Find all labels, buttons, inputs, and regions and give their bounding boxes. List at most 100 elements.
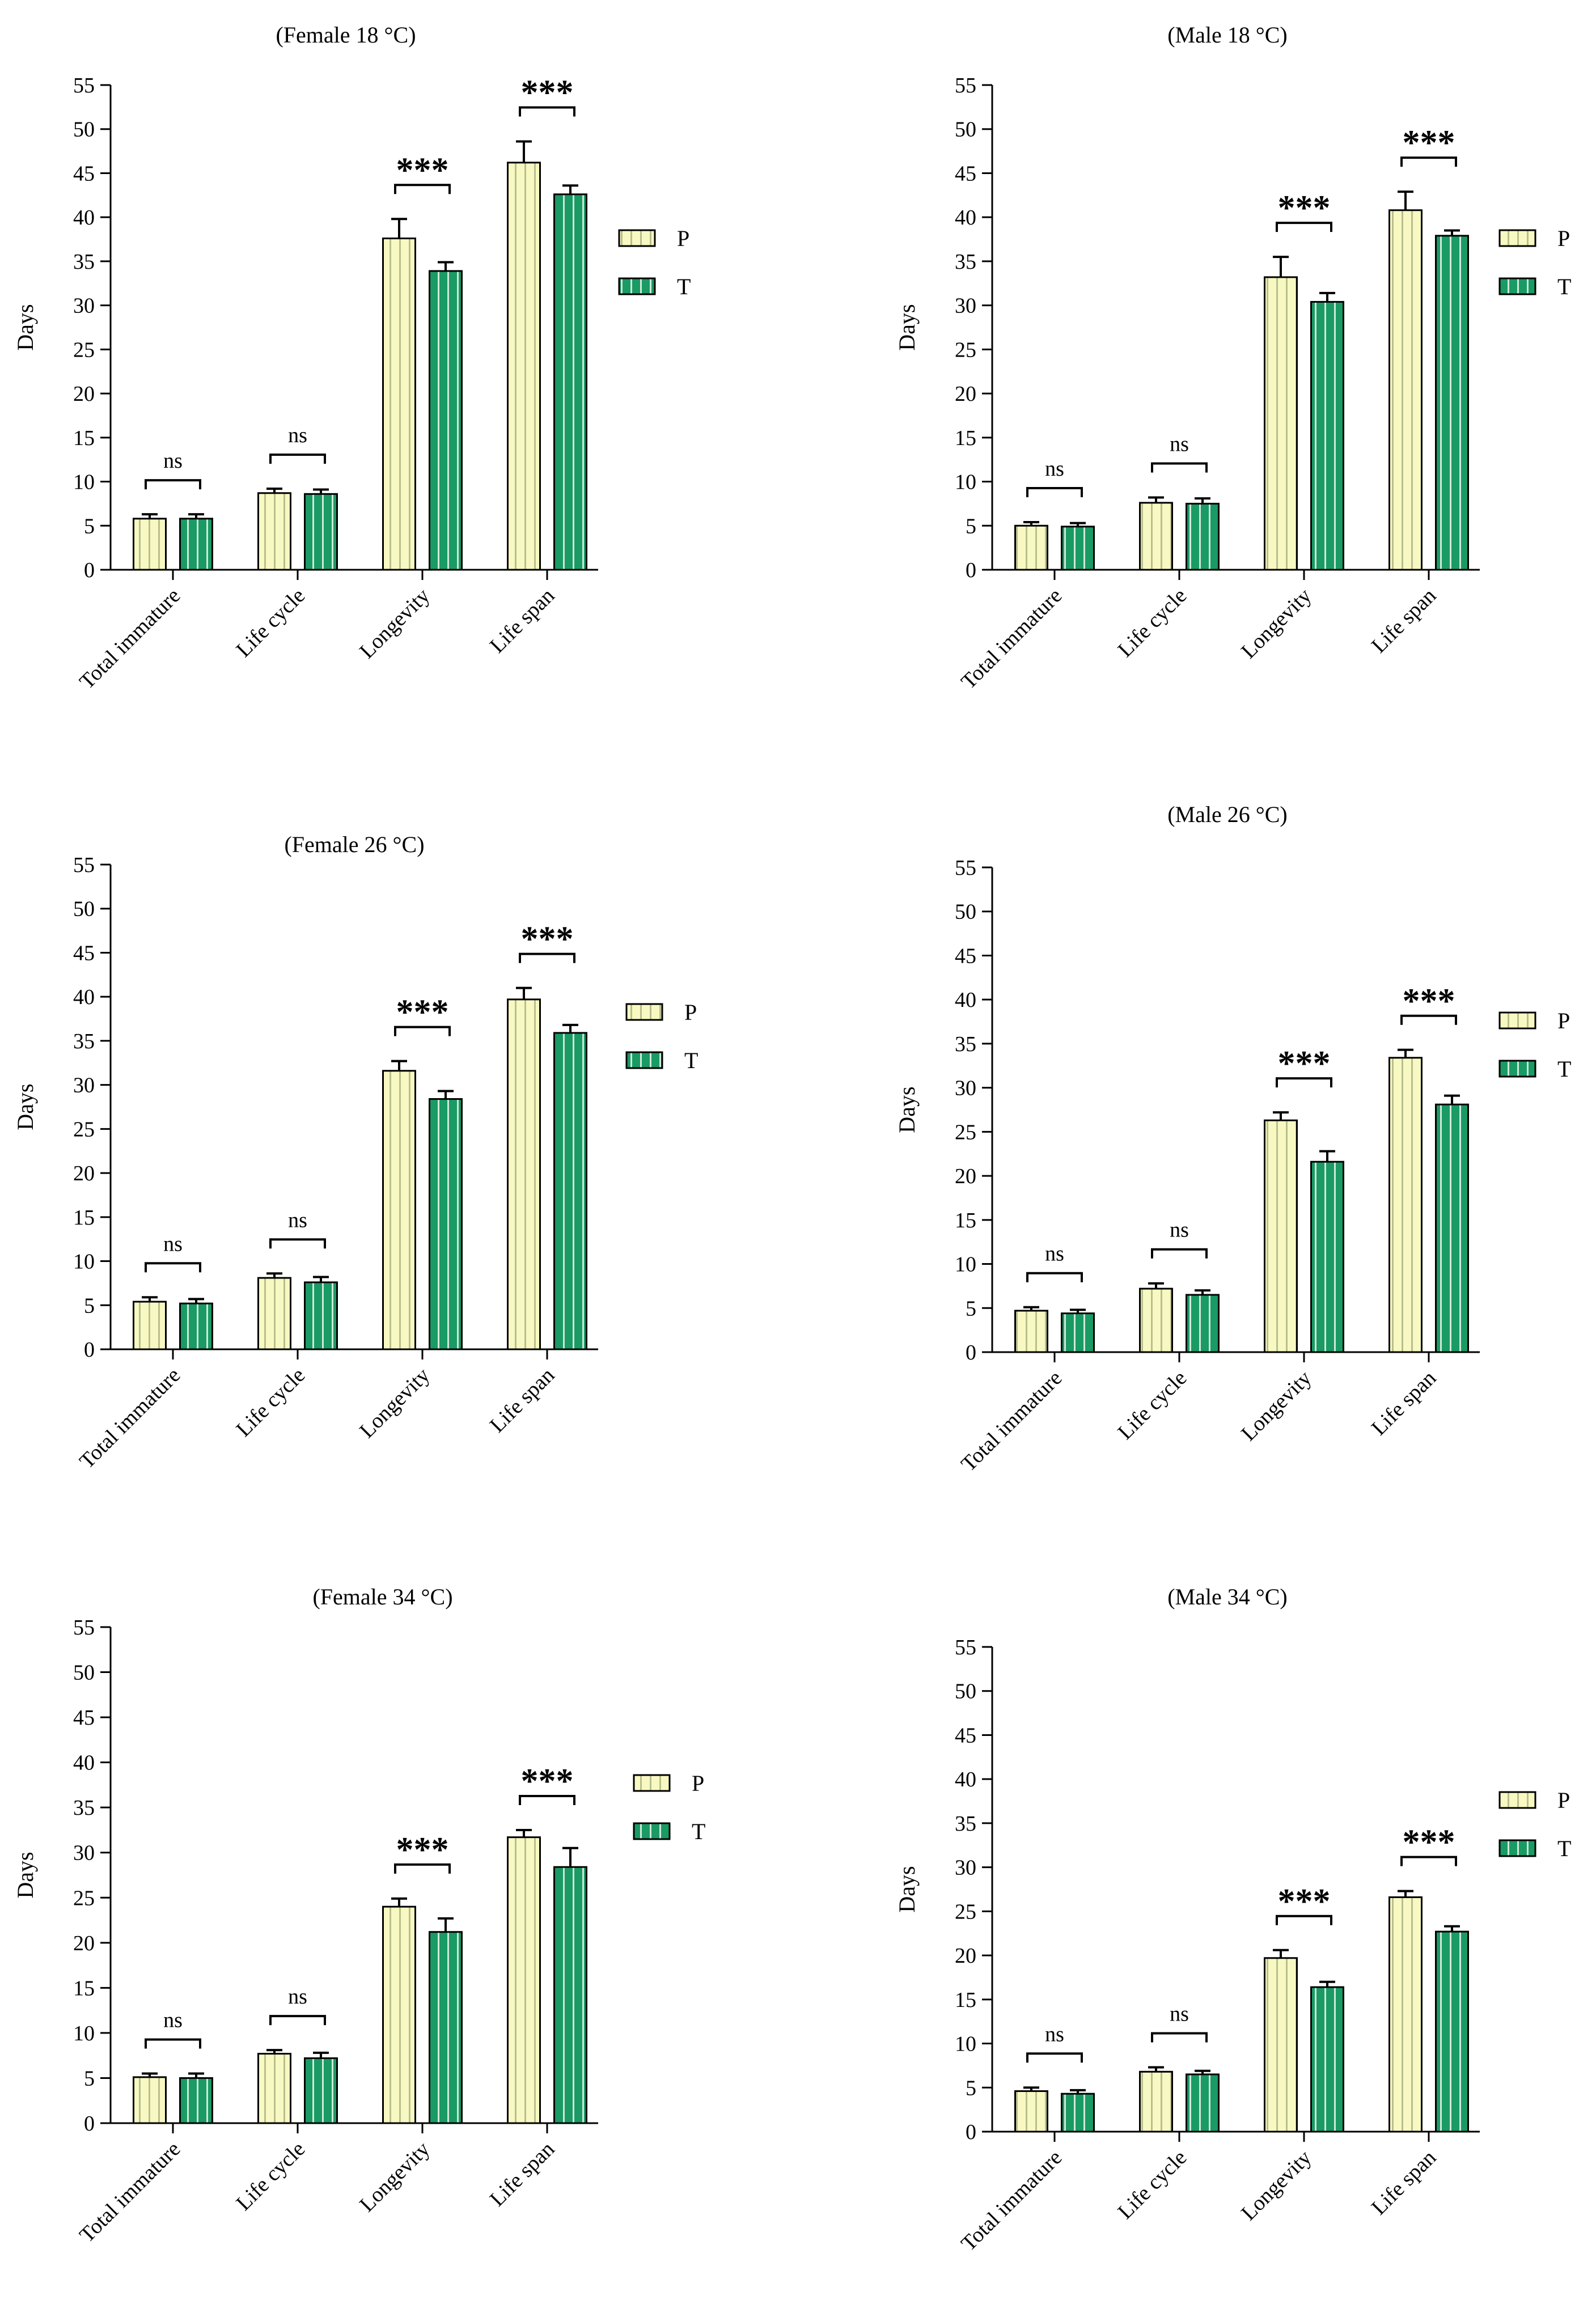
panel-4-bar-P-3 [1388, 1057, 1423, 1353]
panel-5-bar-T-2 [429, 1931, 463, 2124]
panel-4-sig-label-1: ns [1170, 1218, 1189, 1242]
panel-1-y-tick-label-5: 5 [84, 514, 95, 538]
panel-4-sig-label-3: *** [1403, 982, 1455, 1020]
panel-3-y-tick-label-5: 5 [84, 1294, 95, 1318]
panel-1-y-tick-label-20: 20 [73, 382, 95, 406]
panel-6-y-axis-label: Days [894, 1866, 920, 1912]
panel-5-y-tick-label-15: 15 [73, 1976, 95, 2000]
panel-5-bar-T-0 [179, 2077, 213, 2124]
panel-1-bar-T-1 [304, 493, 338, 571]
panel-2-y-tick-label-45: 45 [955, 162, 976, 185]
panel-4-sig-label-0: ns [1045, 1242, 1064, 1266]
panel-2-bar-T-3 [1435, 235, 1469, 571]
panel-2-x-tick-label-2: Longevity [1237, 584, 1316, 663]
panel-6-sig-bracket-0 [1026, 2052, 1083, 2063]
panel-6-y-tick-label-20: 20 [955, 1944, 976, 1968]
panel-3-x-tick-label-2: Longevity [355, 1363, 434, 1443]
panel-2-bar-P-0 [1014, 524, 1048, 571]
panel-1-x-tick-label-2: Longevity [355, 584, 434, 663]
panel-4-y-tick-label-25: 25 [955, 1120, 976, 1144]
panel-2-y-tick-label-5: 5 [966, 514, 976, 538]
panel-3-legend-label-T: T [684, 1048, 698, 1073]
panel-2-legend-swatch-T [1498, 277, 1536, 295]
panel-6-bar-T-3 [1435, 1930, 1469, 2133]
panel-2-y-tick-label-10: 10 [955, 471, 976, 494]
panel-5-sig-bracket-0 [145, 2038, 201, 2049]
panel-5-y-tick-label-20: 20 [73, 1932, 95, 1955]
panel-3-y-tick-label-25: 25 [73, 1117, 95, 1141]
panel-6-y-tick-label-40: 40 [955, 1768, 976, 1791]
panel-4-y-tick-label-30: 30 [955, 1077, 976, 1100]
panel-5-sig-bracket-1 [269, 2015, 326, 2026]
panel-6-bar-P-0 [1014, 2090, 1048, 2133]
panel-6-sig-bracket-2 [1276, 1915, 1332, 1925]
panel-6-y-tick-label-25: 25 [955, 1900, 976, 1924]
panel-4-y-tick-label-50: 50 [955, 900, 976, 924]
panel-4-legend-label-P: P [1557, 1008, 1570, 1034]
panel-5-bar-T-1 [304, 2057, 338, 2124]
panel-4-y-tick-label-15: 15 [955, 1209, 976, 1233]
panel-1-bar-T-2 [429, 270, 463, 571]
panel-6-x-tick-label-0: Total immature [956, 2146, 1066, 2256]
panel-4-bar-P-0 [1014, 1310, 1048, 1353]
panel-5-x-tick-label-1: Life cycle [232, 2137, 310, 2216]
panel-5-sig-label-3: *** [521, 1762, 574, 1801]
panel-6-bar-P-3 [1388, 1896, 1423, 2133]
panel-1-y-tick-label-15: 15 [73, 426, 95, 450]
panel-4-bar-T-1 [1186, 1294, 1220, 1353]
panel-3-legend-swatch-P [625, 1003, 663, 1021]
panel-1-x-tick-label-0: Total immature [75, 584, 185, 694]
panel-6-bar-T-0 [1061, 2093, 1095, 2133]
panel-4-bar-T-2 [1310, 1161, 1344, 1353]
panel-3-y-tick-label-40: 40 [73, 985, 95, 1009]
panel-4-bar-P-2 [1264, 1119, 1298, 1353]
panel-3-bar-P-3 [507, 998, 541, 1350]
panel-4-x-tick-label-3: Life span [1367, 1366, 1441, 1440]
panel-6-y-tick-label-50: 50 [955, 1680, 976, 1704]
panel-6-legend-swatch-P [1498, 1791, 1536, 1809]
panel-6-legend-label-P: P [1557, 1788, 1570, 1813]
panel-3-y-axis-label: Days [12, 1083, 38, 1130]
panel-1-legend-swatch-P [618, 229, 656, 247]
panel-2-y-tick-label-40: 40 [955, 206, 976, 230]
panel-3-sig-label-2: *** [396, 993, 449, 1032]
panel-2-sig-label-3: *** [1403, 124, 1455, 162]
panel-5-y-tick-label-30: 30 [73, 1841, 95, 1865]
panel-2-title: (Male 18 °C) [1167, 22, 1288, 48]
panel-3-y-tick-label-20: 20 [73, 1162, 95, 1185]
panel-1-sig-label-2: *** [396, 151, 449, 189]
panel-2-y-tick-label-30: 30 [955, 294, 976, 318]
panel-3-y-tick-label-15: 15 [73, 1206, 95, 1230]
panel-5-sig-label-0: ns [163, 2009, 183, 2032]
panel-4-y-tick-label-20: 20 [955, 1164, 976, 1188]
panel-4-y-tick-label-5: 5 [966, 1297, 976, 1320]
panel-5-y-tick-label-35: 35 [73, 1796, 95, 1820]
panel-1-bar-T-0 [179, 518, 213, 571]
panel-4-x-tick-label-0: Total immature [956, 1366, 1066, 1476]
panel-6-y-tick-label-55: 55 [955, 1636, 976, 1659]
panel-1-y-axis-label: Days [12, 304, 38, 350]
panel-1-sig-label-1: ns [288, 423, 307, 447]
panel-3-y-tick-label-55: 55 [73, 853, 95, 877]
panel-2-bar-P-1 [1139, 502, 1173, 571]
panel-3-x-tick-label-1: Life cycle [232, 1363, 310, 1442]
panel-5-sig-bracket-3 [519, 1794, 575, 1805]
panel-5-y-tick-label-40: 40 [73, 1751, 95, 1775]
panel-4-y-tick-label-35: 35 [955, 1032, 976, 1056]
panel-6-bar-T-2 [1310, 1986, 1344, 2133]
panel-6-bar-P-2 [1264, 1957, 1298, 2133]
panel-2-sig-bracket-3 [1400, 156, 1457, 167]
panel-1-y-tick-label-25: 25 [73, 338, 95, 362]
panel-3-y-tick-label-35: 35 [73, 1030, 95, 1053]
panel-1-y-tick-label-50: 50 [73, 118, 95, 142]
panel-6-y-tick-label-30: 30 [955, 1856, 976, 1880]
panel-3-legend-label-P: P [684, 999, 697, 1025]
panel-3-bar-P-2 [382, 1070, 416, 1350]
panel-1-y-tick-label-35: 35 [73, 250, 95, 274]
panel-3-y-tick-label-0: 0 [84, 1338, 95, 1362]
panel-5-bar-P-3 [507, 1836, 541, 2124]
panel-6-y-tick-label-0: 0 [966, 2120, 976, 2144]
panel-5-x-tick-label-0: Total immature [75, 2137, 185, 2247]
panel-2-sig-label-2: *** [1278, 189, 1331, 227]
